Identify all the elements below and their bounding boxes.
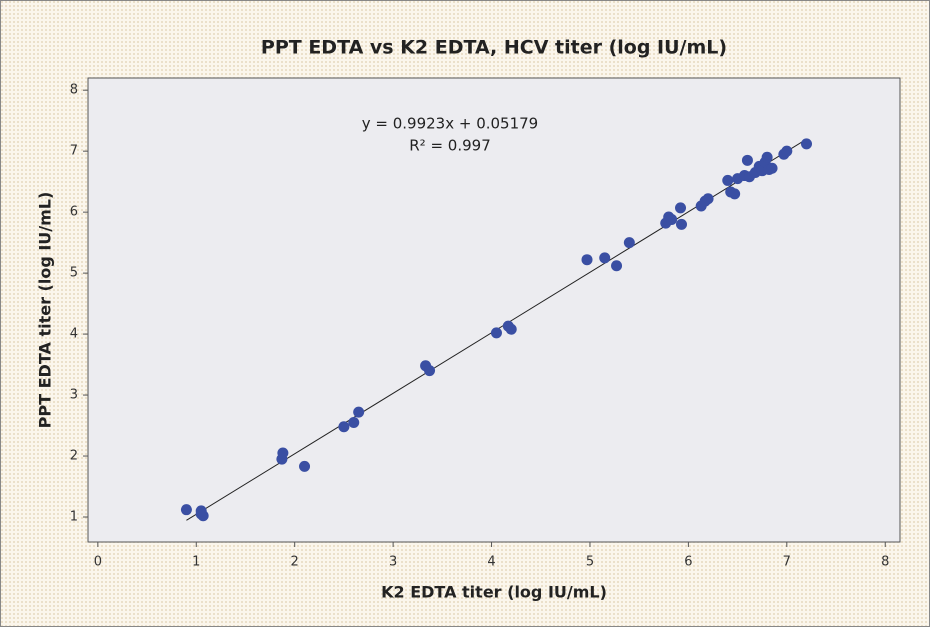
x-tick-label: 7 (783, 555, 791, 570)
x-tick-label: 3 (389, 555, 397, 570)
point (800, 138, 812, 150)
point (424, 365, 436, 377)
y-tick-label: 2 (70, 449, 78, 464)
y-tick-label: 7 (70, 144, 78, 159)
point (722, 174, 734, 186)
x-tick-label: 2 (291, 555, 299, 570)
x-tick-label: 0 (94, 555, 102, 570)
point (623, 237, 635, 249)
y-axis-title: PPT EDTA titer (log IU/mL) (36, 192, 55, 429)
y-tick-label: 6 (70, 205, 78, 220)
point (195, 505, 207, 517)
point (781, 145, 793, 157)
point (611, 260, 623, 272)
point (702, 193, 714, 205)
y-tick-label: 1 (70, 510, 78, 525)
point (766, 162, 778, 174)
x-axis-title: K2 EDTA titer (log IU/mL) (381, 583, 607, 602)
x-tick-label: 4 (487, 555, 495, 570)
point (741, 154, 753, 166)
x-tick-label: 5 (586, 555, 594, 570)
point (666, 213, 678, 225)
point (505, 323, 517, 335)
point (490, 327, 502, 339)
plot-area (87, 77, 901, 543)
point (299, 460, 311, 472)
point (348, 416, 360, 428)
point (353, 406, 365, 418)
point (761, 151, 773, 163)
y-tick-label: 8 (70, 83, 78, 98)
x-tick-label: 6 (684, 555, 692, 570)
point (675, 202, 687, 214)
trendline-equation: y = 0.9923x + 0.05179 (362, 115, 538, 133)
point (675, 218, 687, 230)
y-tick-label: 4 (70, 327, 78, 342)
point (599, 252, 611, 264)
point (338, 421, 350, 433)
point (729, 188, 741, 200)
point (180, 504, 192, 516)
x-tick-label: 8 (881, 555, 889, 570)
x-tick-label: 1 (192, 555, 200, 570)
y-tick-label: 3 (70, 388, 78, 403)
y-tick-label: 5 (70, 266, 78, 281)
chart-title: PPT EDTA vs K2 EDTA, HCV titer (log IU/m… (261, 37, 727, 59)
point (581, 254, 593, 266)
r-squared: R² = 0.997 (409, 137, 490, 155)
point (277, 447, 289, 459)
